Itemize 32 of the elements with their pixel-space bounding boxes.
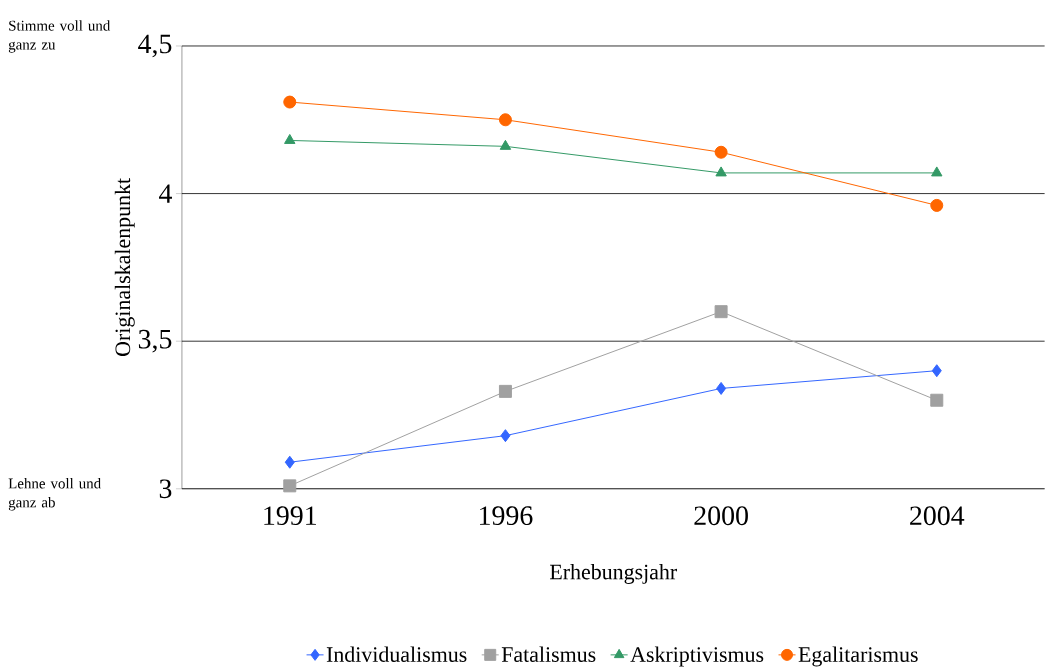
point bbox=[714, 145, 728, 159]
point bbox=[714, 305, 728, 319]
point bbox=[498, 385, 512, 398]
legend-label: Fatalismus bbox=[501, 646, 596, 663]
x-tick-label: 1996 bbox=[480, 506, 533, 526]
y-tick-label: 4 bbox=[159, 184, 172, 203]
legend-label: Askriptivismus bbox=[630, 646, 764, 667]
x-tick-label: 1991 bbox=[264, 506, 316, 526]
point bbox=[283, 479, 297, 493]
point bbox=[499, 139, 512, 150]
point bbox=[498, 113, 512, 127]
legend-label: Individualismus bbox=[326, 646, 467, 663]
point bbox=[284, 134, 296, 145]
y-tick-label: 4,5 bbox=[138, 34, 172, 58]
point bbox=[931, 364, 942, 378]
x-axis-title: Erhebungsjahr bbox=[550, 564, 677, 585]
x-tick-label: 2004 bbox=[910, 506, 965, 526]
point bbox=[283, 95, 297, 109]
point bbox=[500, 429, 511, 443]
point bbox=[715, 166, 727, 177]
point bbox=[284, 455, 295, 469]
y-tick-label: 3,5 bbox=[138, 329, 172, 353]
y-axis-title: Originalskalenpunkt bbox=[114, 178, 135, 357]
x-tick-label: 2000 bbox=[694, 506, 748, 526]
point bbox=[930, 393, 944, 407]
y-tick-label: 3 bbox=[159, 479, 172, 499]
point bbox=[930, 199, 944, 213]
text: Stimme voll und ganz zu bbox=[8, 20, 111, 53]
legend-label: Egalitarismus bbox=[798, 646, 918, 667]
point bbox=[716, 382, 727, 396]
point bbox=[931, 166, 943, 177]
text: Lehne voll und ganz ab bbox=[8, 478, 101, 511]
